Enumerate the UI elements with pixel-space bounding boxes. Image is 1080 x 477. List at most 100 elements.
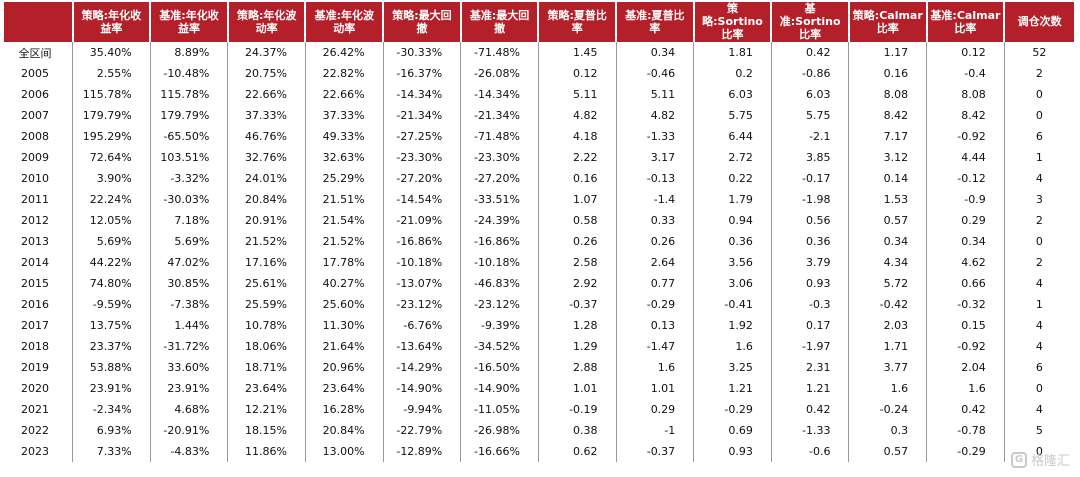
table-cell: 179.79% (72, 105, 151, 126)
table-cell: 32.76% (227, 147, 306, 168)
performance-table-container: 策略:年化收 益率 基准:年化收 益率 策略:年化波 动率 基准:年化波 动率 策略:最大回撤基… (4, 2, 1074, 462)
table-cell: -1.98 (771, 189, 850, 210)
table-cell: -0.9 (926, 189, 1005, 210)
table-row: 全区间 35.40% 8.89% 24.37% 26.42% -30.33% -71.48%… (4, 41, 1074, 63)
rebalance-count-cell: 2 (1035, 256, 1043, 269)
row-label-cell: 2014 (4, 252, 74, 273)
table-cell: 2.92 (538, 273, 617, 294)
table-cell: 1.92 (693, 315, 772, 336)
table-cell: 0.29 (926, 210, 1005, 231)
table-cell: 1.53 (848, 189, 928, 210)
table-cell: 1.21 (693, 378, 772, 399)
table-cell: 4.18 (538, 126, 617, 147)
table-cell: 179.79% (150, 105, 229, 126)
rebalance-count-cell: 1 (1035, 151, 1043, 164)
table-cell: -16.37% (383, 63, 462, 84)
table-cell: -65.50% (150, 126, 229, 147)
header-row: 策略:年化收 益率 基准:年化收 益率 策略:年化波 动率 基准:年化波 动率 策略:最大回撤基… (4, 2, 1074, 42)
table-cell: 1.81 (693, 41, 772, 63)
table-cell: 0.57 (848, 210, 928, 231)
table-cell: 8.42 (848, 105, 928, 126)
table-cell: 22.24% (72, 189, 151, 210)
table-cell: 13.00% (305, 441, 384, 462)
table-row: 2015 74.80% 30.85% 25.61% 40.27% -13.07% -46.8… (4, 273, 1074, 294)
table-row: 2022 6.93% -20.91% 18.15% 20.84% -22.79% -26.9… (4, 420, 1074, 441)
table-cell: -0.41 (693, 294, 772, 315)
table-cell: -9.59% (72, 294, 151, 315)
table-cell: 3.90% (72, 168, 151, 189)
table-cell: -0.86 (771, 63, 850, 84)
table-cell: 26.42% (305, 41, 384, 63)
table-cell: 1.01 (616, 378, 695, 399)
table-cell: 0.93 (693, 441, 772, 462)
column-header-line1: 基准:Calmar (930, 8, 1001, 22)
table-cell: 22.66% (305, 84, 384, 105)
table-cell: -0.42 (848, 294, 928, 315)
table-cell: 1.71 (848, 336, 928, 357)
table-cell: 4.82 (616, 105, 695, 126)
table-row: 2016 -9.59% -7.38% 25.59% 25.60% -23.12% -23.1… (4, 294, 1074, 315)
table-cell: -27.25% (383, 126, 462, 147)
table-cell: 10.78% (227, 315, 306, 336)
rebalance-count-cell: 6 (1035, 361, 1043, 374)
table-cell: -23.30% (383, 147, 462, 168)
table-cell: 72.64% (72, 147, 151, 168)
rebalance-count-cell: 4 (1035, 172, 1043, 185)
table-cell: 4.34 (848, 252, 928, 273)
rebalance-count-cell: 0 (1035, 88, 1043, 101)
table-row: 2019 53.88% 33.60% 18.71% 20.96% -14.29% -16.5… (4, 357, 1074, 378)
row-label-cell: 2012 (4, 210, 74, 231)
table-cell: -71.48% (460, 41, 539, 63)
table-cell: -0.37 (538, 294, 617, 315)
row-label-cell: 2006 (4, 84, 74, 105)
table-cell: 0.26 (538, 231, 617, 252)
rebalance-count-cell: 4 (1035, 340, 1043, 353)
table-cell: -10.18% (460, 252, 539, 273)
table-row: 2008 195.29% -65.50% 46.76% 49.33% -27.25% -71… (4, 126, 1074, 147)
table-cell: -0.19 (538, 399, 617, 420)
table-cell: 1.44% (150, 315, 229, 336)
table-cell: -16.86% (383, 231, 462, 252)
table-cell: -0.92 (926, 336, 1005, 357)
table-cell: 4.44 (926, 147, 1005, 168)
table-cell: -10.18% (383, 252, 462, 273)
table-cell: 6.03 (693, 84, 772, 105)
table-cell: -10.48% (150, 63, 229, 84)
column-header: 调仓次数 (1004, 2, 1074, 42)
table-cell: 33.60% (150, 357, 229, 378)
table-cell: 115.78% (150, 84, 229, 105)
table-row: 2010 3.90% -3.32% 24.01% 25.29% -27.20% -27.20… (4, 168, 1074, 189)
table-cell: 1.29 (538, 336, 617, 357)
rebalance-count-cell: 4 (1035, 403, 1043, 416)
table-cell: 0.58 (538, 210, 617, 231)
table-cell: 0.38 (538, 420, 617, 441)
table-cell: 0.29 (616, 399, 695, 420)
table-cell: 1.07 (538, 189, 617, 210)
table-cell: 3.17 (616, 147, 695, 168)
column-header-line2: 动率 (333, 21, 356, 35)
rebalance-count-cell: 0 (1035, 235, 1043, 248)
table-cell: 0.2 (693, 63, 772, 84)
table-cell: -14.54% (383, 189, 462, 210)
table-cell: -22.79% (383, 420, 462, 441)
watermark: G 格隆汇 (1010, 450, 1070, 469)
table-cell: 7.18% (150, 210, 229, 231)
rebalance-count-cell: 4 (1035, 319, 1043, 332)
table-cell: 21.51% (305, 189, 384, 210)
table-cell: -0.29 (616, 294, 695, 315)
table-header: 策略:年化收 益率 基准:年化收 益率 策略:年化波 动率 基准:年化波 动率 策略:最大回撤基… (4, 2, 1074, 42)
table-cell: -0.29 (693, 399, 772, 420)
table-body: 全区间 35.40% 8.89% 24.37% 26.42% -30.33% -71.48%… (4, 41, 1074, 462)
table-cell: 18.15% (227, 420, 306, 441)
table-cell: 5.11 (538, 84, 617, 105)
table-cell: 12.05% (72, 210, 151, 231)
table-cell: -0.92 (926, 126, 1005, 147)
table-row: 2007 179.79% 179.79% 37.33% 37.33% -21.34% -21… (4, 105, 1074, 126)
table-row: 2006 115.78% 115.78% 22.66% 22.66% -14.34% -14… (4, 84, 1074, 105)
rebalance-count-cell: 4 (1035, 277, 1043, 290)
table-cell: 1.6 (693, 336, 772, 357)
rebalance-count-cell: 0 (1035, 109, 1043, 122)
column-header: 基准:Calmar 比率 (926, 2, 1006, 42)
table-cell: -33.51% (460, 189, 539, 210)
table-cell: 0.33 (616, 210, 695, 231)
